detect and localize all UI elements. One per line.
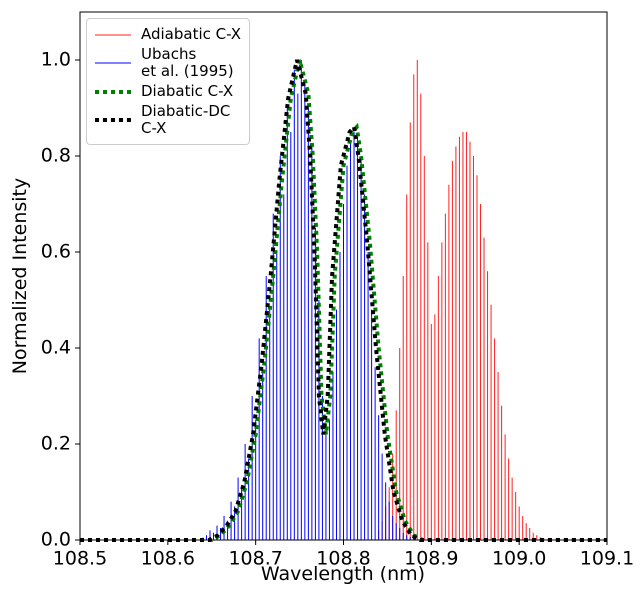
legend-label: Ubachs et al. (1995) (141, 45, 234, 80)
legend-label: Adiabatic C-X (141, 25, 242, 43)
y-tick-label: 0.4 (41, 337, 71, 359)
legend-entry: Adiabatic C-X (93, 26, 241, 43)
x-tick-label: 108.9 (404, 548, 458, 570)
y-tick-label: 0.0 (41, 529, 71, 551)
y-tick-label: 1.0 (41, 49, 71, 71)
x-tick-label: 108.8 (316, 548, 370, 570)
legend-swatch (95, 62, 131, 64)
legend-entry: Ubachs et al. (1995) (93, 46, 241, 80)
x-tick-label: 108.7 (228, 548, 282, 570)
y-axis-label: Normalized Intensity (9, 178, 31, 375)
x-tick-label: 108.5 (53, 548, 107, 570)
y-tick-label: 0.8 (41, 145, 71, 167)
legend-swatch (95, 34, 131, 35)
legend-label: Diabatic C-X (141, 82, 234, 100)
envelope-line (80, 59, 607, 542)
x-tick-label: 108.6 (141, 548, 195, 570)
x-tick-label: 109.0 (492, 548, 546, 570)
x-axis-label: Wavelength (nm) (261, 563, 425, 585)
legend: Adiabatic C-X Ubachs et al. (1995) Diabati… (86, 18, 251, 145)
legend-entry: Diabatic C-X (93, 83, 241, 100)
x-tick-label: 109.1 (580, 548, 634, 570)
legend-swatch (95, 89, 131, 94)
legend-swatch (95, 118, 131, 122)
legend-entry: Diabatic-DC C-X (93, 103, 241, 137)
envelope-line (80, 59, 607, 542)
y-tick-label: 0.6 (41, 241, 71, 263)
legend-label: Diabatic-DC C-X (141, 102, 231, 137)
y-tick-label: 0.2 (41, 433, 71, 455)
